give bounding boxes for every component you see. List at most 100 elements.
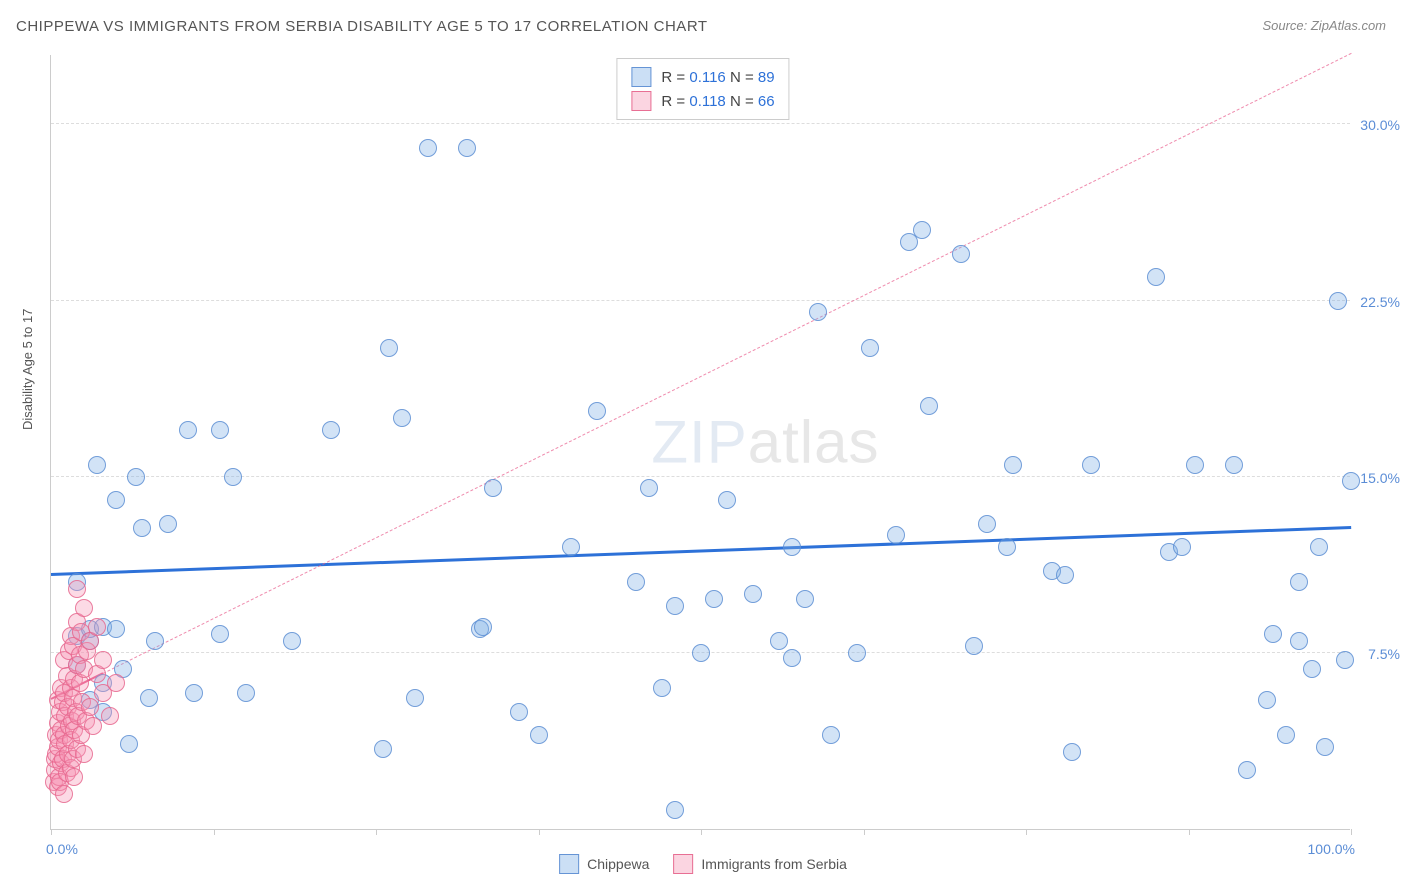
scatter-point [1238,761,1256,779]
grid-line [51,123,1350,124]
scatter-point [913,221,931,239]
scatter-point [88,618,106,636]
legend-correlation-row: R = 0.116 N = 89 [631,65,774,89]
scatter-point [783,538,801,556]
scatter-point [887,526,905,544]
scatter-point [783,649,801,667]
x-tick [51,829,52,835]
scatter-point [322,421,340,439]
legend-series-label: Immigrants from Serbia [701,856,846,872]
scatter-point [588,402,606,420]
legend-series-label: Chippewa [587,856,649,872]
x-tick [1026,829,1027,835]
scatter-point [374,740,392,758]
scatter-point [1342,472,1360,490]
scatter-point [458,139,476,157]
legend-swatch-blue [631,67,651,87]
legend-swatch-pink [673,854,693,874]
scatter-point [65,768,83,786]
scatter-point [474,618,492,636]
scatter-point [510,703,528,721]
scatter-point [133,519,151,537]
scatter-point [627,573,645,591]
scatter-point [1056,566,1074,584]
scatter-point [1264,625,1282,643]
scatter-point [393,409,411,427]
x-tick [1189,829,1190,835]
scatter-point [406,689,424,707]
scatter-point [1290,573,1308,591]
scatter-point [107,491,125,509]
scatter-point [75,745,93,763]
scatter-point [55,785,73,803]
scatter-point [998,538,1016,556]
watermark: ZIPatlas [651,408,879,477]
legend-text: R = 0.118 N = 66 [661,93,774,110]
legend-swatch-blue [559,854,579,874]
scatter-point [1063,743,1081,761]
scatter-point [419,139,437,157]
legend-series-item: Immigrants from Serbia [673,854,846,874]
scatter-point [809,303,827,321]
watermark-bold: ZIP [651,409,747,476]
scatter-point [88,456,106,474]
y-tick-label: 7.5% [1368,646,1400,662]
scatter-point [718,491,736,509]
scatter-point [107,674,125,692]
scatter-point [84,717,102,735]
y-tick-label: 30.0% [1360,117,1400,133]
x-tick-label-right: 100.0% [1308,841,1355,857]
trend-line-dash-1 [103,53,1351,674]
chart-title: CHIPPEWA VS IMMIGRANTS FROM SERBIA DISAB… [16,18,708,35]
scatter-point [127,468,145,486]
scatter-point [1004,456,1022,474]
scatter-point [1186,456,1204,474]
scatter-point [848,644,866,662]
x-tick [214,829,215,835]
scatter-point [1147,268,1165,286]
scatter-point [211,421,229,439]
scatter-point [81,698,99,716]
scatter-point [952,245,970,263]
x-tick [1351,829,1352,835]
scatter-point [965,637,983,655]
scatter-point [666,801,684,819]
scatter-point [380,339,398,357]
legend-correlation-row: R = 0.118 N = 66 [631,89,774,113]
y-tick-label: 22.5% [1360,294,1400,310]
scatter-point [1277,726,1295,744]
source-label: Source: ZipAtlas.com [1262,18,1386,33]
scatter-point [68,580,86,598]
plot-area: ZIPatlas 7.5%15.0%22.5%30.0%0.0%100.0% [50,55,1350,830]
chart-container: CHIPPEWA VS IMMIGRANTS FROM SERBIA DISAB… [0,0,1406,892]
scatter-point [283,632,301,650]
scatter-point [653,679,671,697]
legend-series: Chippewa Immigrants from Serbia [559,854,847,874]
scatter-point [94,651,112,669]
y-axis-label: Disability Age 5 to 17 [20,309,35,430]
scatter-point [237,684,255,702]
scatter-point [159,515,177,533]
scatter-point [1336,651,1354,669]
trend-line-chippewa [51,526,1351,575]
grid-line [51,300,1350,301]
x-tick [376,829,377,835]
scatter-point [107,620,125,638]
x-tick [539,829,540,835]
scatter-point [1290,632,1308,650]
scatter-point [1303,660,1321,678]
x-tick [864,829,865,835]
scatter-point [1310,538,1328,556]
scatter-point [1329,292,1347,310]
scatter-point [692,644,710,662]
scatter-point [1316,738,1334,756]
legend-swatch-pink [631,91,651,111]
scatter-point [146,632,164,650]
scatter-point [861,339,879,357]
scatter-point [796,590,814,608]
x-tick-label-left: 0.0% [46,841,78,857]
scatter-point [120,735,138,753]
watermark-light: atlas [748,409,880,476]
scatter-point [101,707,119,725]
scatter-point [224,468,242,486]
